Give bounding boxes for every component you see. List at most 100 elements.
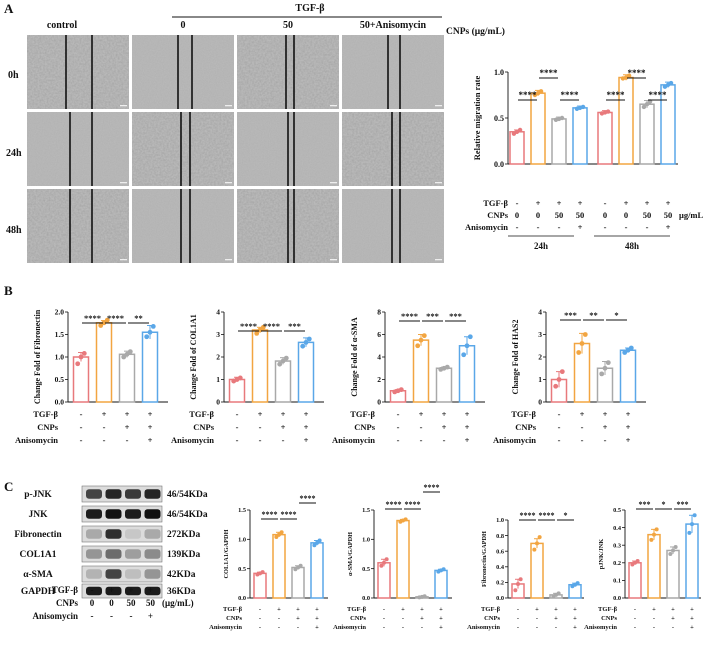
y-tick-label: 4 <box>216 308 220 317</box>
y-tick-label: 1.5 <box>238 507 246 514</box>
data-point <box>517 127 523 133</box>
y-tick-label: 1 <box>216 375 220 384</box>
band-size-label: 42KDa <box>167 570 196 580</box>
treatment-sign: + <box>439 615 443 622</box>
treatment-sign: + <box>465 435 470 445</box>
treatment-sign: - <box>653 615 655 622</box>
treatment-sign: - <box>259 615 261 622</box>
treatment-sign: - <box>402 624 404 631</box>
data-point <box>298 563 303 568</box>
treatment-row-label: TGF-β <box>598 606 618 613</box>
blot-strip <box>81 505 163 523</box>
data-point <box>649 537 654 542</box>
treatment-row-label: CNPs <box>193 422 214 432</box>
bar <box>530 542 544 599</box>
data-point <box>582 332 588 337</box>
data-point <box>315 540 319 545</box>
treatment-row-label: CNPs <box>226 615 242 622</box>
western-treatment-cell: - <box>110 611 113 621</box>
treatment-sign: + <box>304 435 309 445</box>
treatment-sign: + <box>671 615 675 622</box>
migration-row-label-cnps: CNPs <box>487 210 508 220</box>
bar <box>141 331 159 403</box>
data-point <box>254 330 260 336</box>
western-treatment-cell: 0 <box>109 598 114 608</box>
treatment-sign: + <box>420 606 424 613</box>
data-point <box>379 563 384 568</box>
bar <box>377 562 391 599</box>
treatment-sign: + <box>439 624 443 631</box>
micrograph-texture <box>237 35 339 109</box>
treatment-sign: - <box>517 615 519 622</box>
data-point <box>274 534 279 539</box>
micrograph-texture <box>27 35 129 109</box>
western-treatment-cell: 0 <box>90 598 95 608</box>
significance-label: * <box>564 511 568 520</box>
bar <box>666 549 680 599</box>
treatment-row-label: CNPs <box>37 422 58 432</box>
treatment-sign: + <box>535 606 539 613</box>
y-tick-label: 0.0 <box>613 595 621 602</box>
treatment-row-label: TGF-β <box>347 606 367 613</box>
treatment-sign: + <box>258 409 263 419</box>
migration-treatment-table: TGF-β CNPs Anisomycin μg/mL - + + + - + + +0 0 50… <box>465 198 703 251</box>
y-tick-label: 4 <box>538 308 542 317</box>
y-tick-label: 0.4 <box>613 525 622 532</box>
significance-label: **** <box>424 483 440 492</box>
y-tick-label: 0.2 <box>496 580 504 587</box>
tgf-header: TGF-β <box>295 3 324 14</box>
micrograph-texture <box>342 112 444 186</box>
migration-treatment-cell: 0 <box>603 210 607 220</box>
treatment-sign: - <box>634 624 636 631</box>
column-label-0: 0 <box>181 20 186 31</box>
micrograph-texture <box>342 189 444 263</box>
treatment-sign: - <box>672 624 674 631</box>
data-point <box>671 548 675 553</box>
y-tick-label: 3 <box>538 330 542 339</box>
migration-treatment-cell: 50 <box>576 210 585 220</box>
significance-label: **** <box>281 510 297 519</box>
significance-label: **** <box>401 311 418 321</box>
y-tick-label: 0.5 <box>238 566 246 573</box>
bar <box>272 533 286 599</box>
row-label-24h: 24h <box>6 148 22 159</box>
y-tick-label: 2 <box>216 353 220 362</box>
blot-strip <box>81 545 163 563</box>
treatment-sign: - <box>581 422 584 432</box>
treatment-sign: + <box>296 615 300 622</box>
panel-label-c: C <box>4 479 13 494</box>
data-point <box>277 532 281 537</box>
band-size-label: 139KDa <box>167 550 201 560</box>
treatment-sign: - <box>278 615 280 622</box>
migration-treatment-cell: + <box>557 198 562 208</box>
bar <box>274 360 292 403</box>
treatment-sign: + <box>315 606 319 613</box>
western-treatment-cell: + <box>148 585 153 595</box>
data-point <box>444 364 450 370</box>
y-axis-label: α-SMA/GAPDH <box>347 532 354 576</box>
y-tick-label: 0.1 <box>613 578 621 585</box>
treatment-sign: + <box>439 606 443 613</box>
band-label: p-JNK <box>24 490 52 500</box>
y-tick-label: 0.8 <box>496 533 504 540</box>
treatment-row-label: TGF-β <box>33 409 58 419</box>
bar <box>551 118 567 165</box>
treatment-sign: + <box>603 422 608 432</box>
migration-treatment-cell: - <box>537 222 540 232</box>
bar <box>530 92 546 165</box>
western-treatment-cell: - <box>91 585 94 595</box>
data-point <box>537 535 542 540</box>
treatment-sign: + <box>573 606 577 613</box>
migration-treatment-cell: - <box>558 222 561 232</box>
cnps-concentration-label: CNPs (μg/mL) <box>446 26 505 37</box>
western-treatment-cell: - <box>91 611 94 621</box>
data-point <box>644 102 650 107</box>
treatment-sign: - <box>282 435 285 445</box>
significance-label: **** <box>561 90 580 100</box>
fibronectin-fold-chart: 0.0 0.5 1.0 1.5 2.0 Change Fold of Fibronecti… <box>33 308 168 407</box>
treatment-sign: - <box>421 624 423 631</box>
y-tick-label: 0.5 <box>362 566 370 573</box>
bar <box>509 131 525 165</box>
treatment-row-label: Anisomycin <box>209 624 242 631</box>
